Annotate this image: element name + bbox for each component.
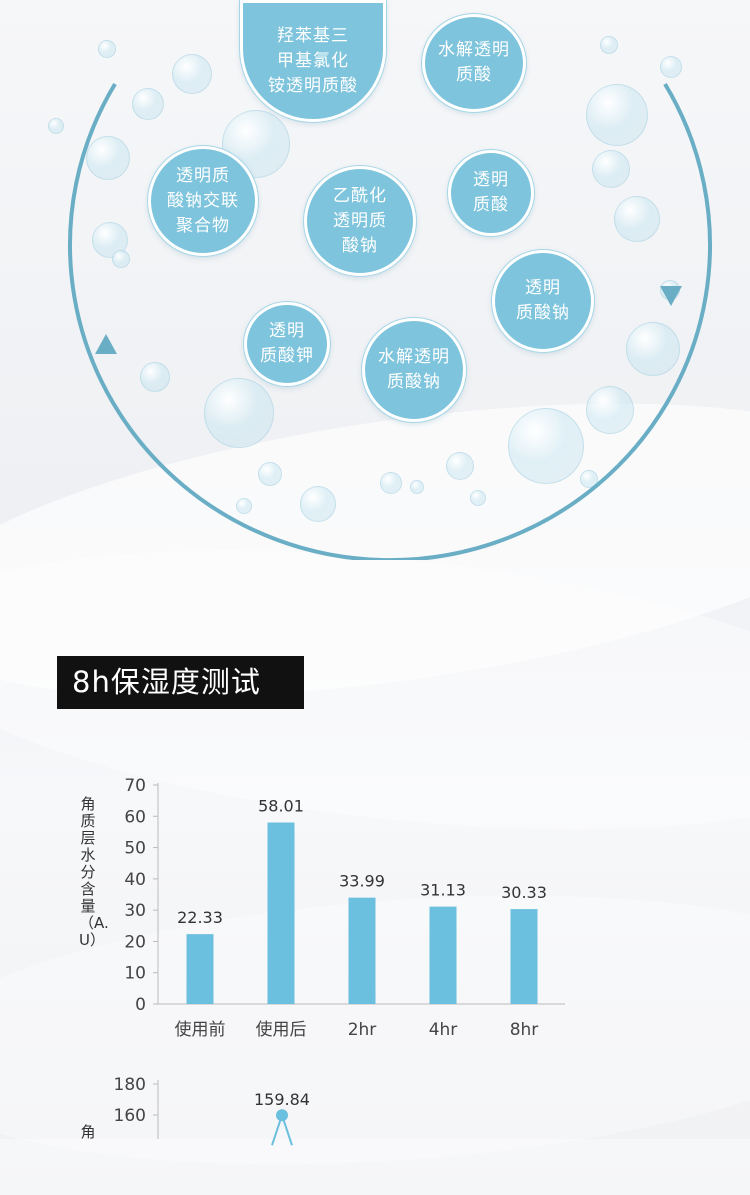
ingredient-node: 乙酰化 透明质 酸钠: [304, 166, 416, 276]
x-tick-label: 使用前: [175, 1019, 226, 1040]
y-tick-label: 30: [124, 901, 146, 921]
data-label: 30.33: [501, 883, 547, 902]
x-tick-label: 2hr: [348, 1020, 377, 1040]
ingredient-node: 透明 质酸钠: [492, 250, 594, 352]
data-point: [276, 1109, 288, 1122]
y-tick-label: 60: [124, 807, 146, 827]
ingredient-node: 水解透明 质酸: [422, 14, 526, 112]
bar: [510, 909, 538, 1004]
x-tick-label: 使用后: [256, 1019, 307, 1040]
data-label: 22.33: [177, 908, 223, 927]
bar: [267, 822, 295, 1004]
line-chart-ylabel: 角: [80, 1123, 96, 1141]
bar: [348, 897, 376, 1004]
y-tick-label: 40: [124, 870, 146, 890]
bar: [186, 934, 214, 1004]
y-tick-label: 160: [114, 1106, 146, 1126]
y-tick-label: 70: [124, 776, 146, 796]
ingredient-node: 水解透明 质酸钠: [362, 318, 466, 422]
line-chart: 160 180 159.84: [114, 1075, 310, 1146]
data-label: 159.84: [254, 1090, 310, 1109]
y-tick-label: 50: [124, 839, 146, 859]
ingredient-node: 透明质 酸钠交联 聚合物: [148, 146, 258, 256]
bar: [429, 906, 457, 1004]
ingredient-node: 羟苯基三 甲基氯化 铵透明质酸: [240, 0, 386, 122]
y-tick-label: 180: [114, 1075, 146, 1095]
y-tick-label: 10: [124, 964, 146, 984]
y-tick-label: 0: [135, 995, 146, 1015]
y-tick-label: 20: [124, 932, 146, 952]
data-label: 33.99: [339, 872, 385, 891]
bar-chart-ylabel: 角质层水分含量（A.U）: [79, 795, 109, 949]
data-label: 31.13: [420, 881, 466, 900]
x-tick-label: 8hr: [510, 1020, 539, 1040]
cycle-ring: [68, 82, 712, 560]
ring-arrow-left-icon: [95, 334, 117, 354]
ring-arrow-right-icon: [660, 286, 682, 306]
ingredient-node: 透明 质酸: [448, 150, 534, 236]
ingredient-node: 透明 质酸钾: [244, 302, 330, 386]
section-title: 8h保湿度测试: [57, 656, 304, 709]
x-tick-label: 4hr: [429, 1020, 458, 1040]
data-label: 58.01: [258, 797, 304, 816]
humidity-bar-chart: 0 10 20 30 40 50 60 70 22.33 使用前 58.01 使用后 33.99 2hr 3…: [124, 776, 565, 1040]
